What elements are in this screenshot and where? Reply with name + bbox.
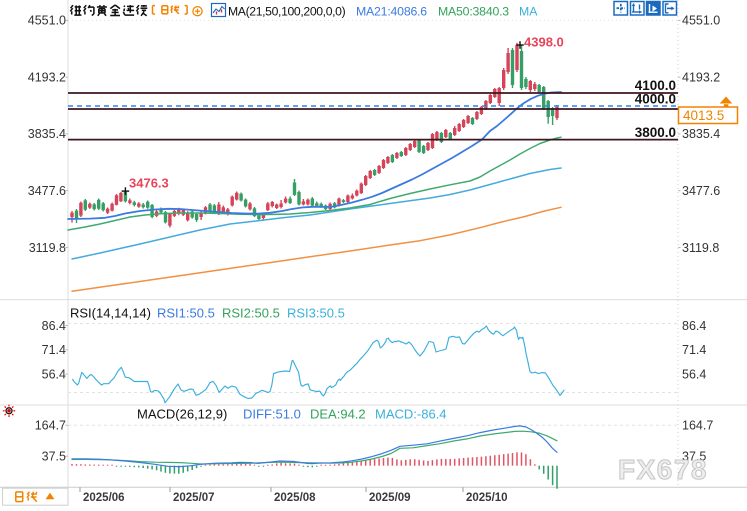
svg-text:56.4: 56.4 (682, 367, 706, 381)
svg-text:2025/06: 2025/06 (83, 492, 125, 504)
svg-text:4551.0: 4551.0 (28, 14, 66, 28)
svg-text:RSI1:50.5: RSI1:50.5 (157, 306, 215, 321)
svg-text:4398.0: 4398.0 (524, 35, 564, 50)
svg-text:RSI3:50.5: RSI3:50.5 (287, 306, 345, 321)
svg-text:3835.4: 3835.4 (682, 127, 720, 141)
svg-text:4193.2: 4193.2 (28, 71, 66, 85)
svg-text:2025/08: 2025/08 (274, 492, 316, 504)
svg-text:FX678: FX678 (618, 454, 708, 485)
svg-text:2025/10: 2025/10 (466, 492, 508, 504)
svg-text:71.4: 71.4 (42, 343, 66, 357)
svg-text:RSI2:50.5: RSI2:50.5 (222, 306, 280, 321)
svg-text:MA: MA (519, 5, 538, 19)
svg-text:MACD:-86.4: MACD:-86.4 (375, 407, 447, 422)
svg-text:3477.6: 3477.6 (682, 184, 720, 198)
svg-text:4193.2: 4193.2 (682, 71, 720, 85)
svg-text:DEA:94.2: DEA:94.2 (310, 407, 366, 422)
svg-text:37.5: 37.5 (42, 450, 66, 464)
svg-text:3119.8: 3119.8 (682, 241, 719, 255)
svg-text:MA50:3840.3: MA50:3840.3 (438, 5, 509, 19)
svg-text:3119.8: 3119.8 (29, 241, 66, 255)
svg-text:71.4: 71.4 (682, 343, 706, 357)
svg-text:86.4: 86.4 (682, 319, 706, 333)
svg-text:RSI(14,14,14): RSI(14,14,14) (70, 306, 151, 321)
svg-text:4551.0: 4551.0 (682, 14, 720, 28)
svg-text:56.4: 56.4 (42, 367, 66, 381)
svg-text:3476.3: 3476.3 (129, 176, 169, 191)
svg-text:3800.0: 3800.0 (635, 125, 676, 140)
svg-text:4100.0: 4100.0 (635, 78, 676, 93)
svg-text:4000.0: 4000.0 (635, 92, 676, 107)
svg-text:MACD(26,12,9): MACD(26,12,9) (137, 407, 227, 422)
svg-text:MA(21,50,100,200,0,0): MA(21,50,100,200,0,0) (228, 5, 346, 19)
svg-text:MA21:4086.6: MA21:4086.6 (356, 5, 427, 19)
svg-text:2025/09: 2025/09 (369, 492, 411, 504)
svg-text:86.4: 86.4 (42, 319, 66, 333)
svg-text:2025/07: 2025/07 (173, 492, 215, 504)
svg-text:4013.5: 4013.5 (683, 108, 724, 123)
svg-text:DIFF:51.0: DIFF:51.0 (243, 407, 301, 422)
svg-text:3477.6: 3477.6 (28, 184, 66, 198)
svg-text:3835.4: 3835.4 (28, 127, 66, 141)
svg-text:164.7: 164.7 (682, 419, 713, 433)
svg-text:37.5: 37.5 (682, 450, 706, 464)
svg-text:164.7: 164.7 (35, 419, 66, 433)
